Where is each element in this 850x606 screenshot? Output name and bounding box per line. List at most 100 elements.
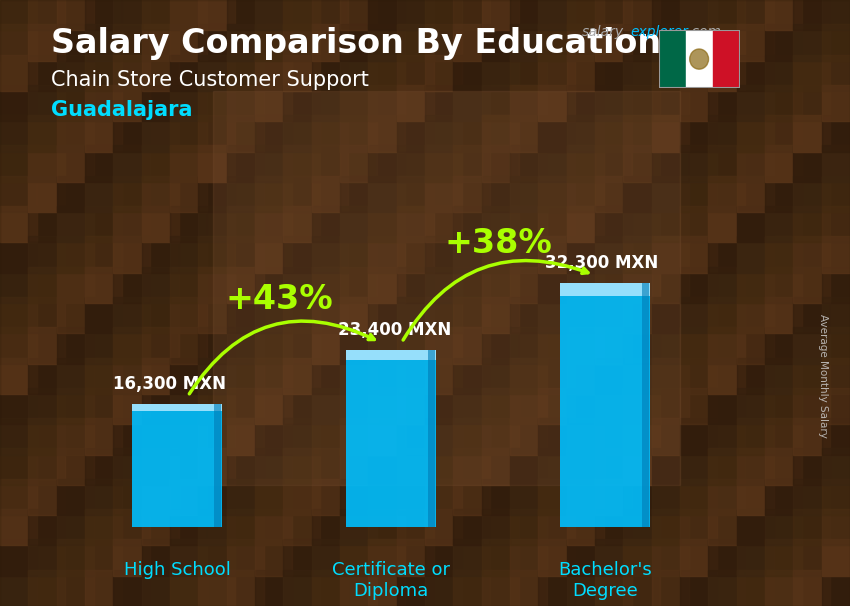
Bar	[567, 267, 604, 303]
Bar	[680, 267, 717, 303]
Bar	[595, 448, 632, 485]
Bar	[680, 388, 717, 424]
Bar	[170, 0, 207, 30]
Bar	[652, 297, 689, 333]
Bar	[368, 85, 405, 121]
Bar	[737, 358, 774, 394]
Bar	[425, 388, 462, 424]
Bar	[198, 539, 235, 576]
Bar	[57, 570, 94, 606]
Bar	[680, 418, 717, 454]
Bar	[425, 327, 462, 364]
Bar	[198, 206, 235, 242]
Bar	[170, 327, 207, 364]
Bar	[708, 327, 745, 364]
Bar	[142, 418, 178, 454]
Bar	[453, 267, 490, 303]
Bar	[765, 24, 802, 61]
Bar	[170, 418, 207, 454]
Bar	[397, 85, 434, 121]
Bar	[340, 85, 377, 121]
Bar	[793, 55, 830, 91]
Bar	[765, 115, 802, 152]
Bar	[567, 388, 604, 424]
Bar	[283, 479, 320, 515]
Bar	[765, 297, 802, 333]
Bar	[170, 176, 207, 212]
Bar	[0, 570, 37, 606]
Bar	[283, 115, 320, 152]
Bar	[283, 236, 320, 273]
Bar	[198, 145, 235, 182]
Bar	[595, 479, 632, 515]
Bar	[170, 358, 207, 394]
Bar	[793, 24, 830, 61]
Bar	[680, 327, 717, 364]
Bar	[737, 115, 774, 152]
Bar	[227, 55, 264, 91]
Bar	[567, 358, 604, 394]
Bar	[85, 479, 122, 515]
Bar	[567, 236, 604, 273]
Bar	[623, 55, 660, 91]
Bar	[0, 418, 37, 454]
Bar	[538, 206, 575, 242]
Bar	[113, 267, 150, 303]
Bar	[283, 418, 320, 454]
Bar	[340, 176, 377, 212]
Bar	[312, 55, 348, 91]
Bar	[113, 176, 150, 212]
Bar	[368, 479, 405, 515]
Bar	[28, 448, 65, 485]
Bar	[198, 297, 235, 333]
Bar	[793, 358, 830, 394]
Bar	[708, 236, 745, 273]
Text: Salary Comparison By Education: Salary Comparison By Education	[51, 27, 661, 60]
Circle shape	[689, 49, 709, 69]
Bar	[623, 509, 660, 545]
Bar	[793, 479, 830, 515]
Bar	[28, 388, 65, 424]
Bar	[170, 297, 207, 333]
Bar	[368, 0, 405, 30]
Bar	[142, 55, 178, 91]
Bar	[142, 145, 178, 182]
Bar	[227, 327, 264, 364]
Bar	[85, 448, 122, 485]
Bar	[652, 267, 689, 303]
Bar	[312, 570, 348, 606]
Bar	[510, 176, 547, 212]
Bar	[57, 539, 94, 576]
Bar	[113, 479, 150, 515]
Bar	[765, 176, 802, 212]
Bar	[538, 176, 575, 212]
Bar	[708, 388, 745, 424]
Bar	[312, 176, 348, 212]
Bar	[198, 176, 235, 212]
Bar	[822, 418, 850, 454]
Bar	[113, 0, 150, 30]
Bar	[255, 115, 292, 152]
Bar	[595, 509, 632, 545]
Bar	[595, 115, 632, 152]
Bar	[793, 327, 830, 364]
Bar	[113, 297, 150, 333]
Bar	[255, 0, 292, 30]
Bar	[312, 418, 348, 454]
Bar	[255, 24, 292, 61]
Bar	[142, 85, 178, 121]
Bar	[283, 145, 320, 182]
Bar	[340, 115, 377, 152]
Bar	[0, 539, 37, 576]
Bar	[510, 115, 547, 152]
Bar	[85, 297, 122, 333]
Bar	[595, 388, 632, 424]
Bar	[170, 24, 207, 61]
Bar	[538, 115, 575, 152]
Bar	[142, 448, 178, 485]
Bar	[425, 539, 462, 576]
Bar	[567, 115, 604, 152]
Bar	[113, 145, 150, 182]
Bar	[737, 539, 774, 576]
Bar	[57, 388, 94, 424]
